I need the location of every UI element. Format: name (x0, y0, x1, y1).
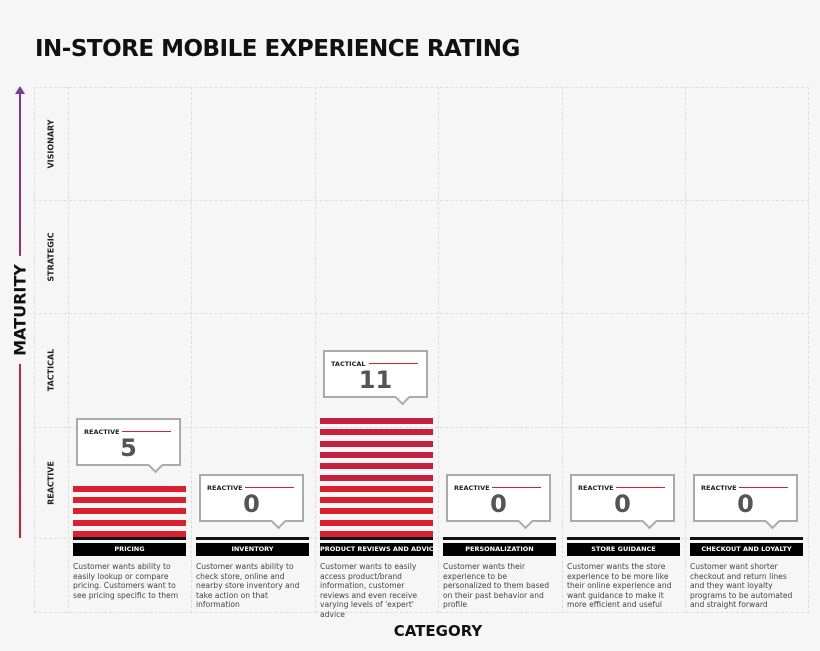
grid-line-vertical (191, 87, 192, 613)
bar-stripe (320, 463, 433, 470)
callout-rule (739, 487, 788, 488)
bar-stripe (320, 418, 433, 424)
grid-line-vertical (562, 87, 563, 613)
bar-stripe (73, 508, 186, 515)
value-callout: REACTIVE 0 (570, 474, 675, 522)
chart-title: IN-STORE MOBILE EXPERIENCE RATING (35, 36, 520, 62)
callout-level: REACTIVE (701, 484, 737, 492)
grid-line-vertical (68, 87, 69, 613)
callout-rule (369, 362, 418, 364)
bar-baseline (196, 537, 309, 540)
callout-value: 0 (243, 490, 260, 518)
category-description: Customer wants their experience to be pe… (443, 562, 550, 610)
value-callout: TACTICAL 11 (323, 349, 428, 398)
bar-stripe (320, 474, 433, 481)
level-label: VISIONARY (46, 118, 56, 169)
callout-value: 11 (358, 365, 393, 394)
category-description: Customer wants ability to check store, o… (196, 562, 300, 610)
callout-rule (616, 487, 665, 488)
bar-baseline (567, 537, 680, 540)
bar-stripe (320, 531, 433, 537)
bar-stripe (320, 508, 433, 515)
grid-line-horizontal (34, 200, 809, 201)
value-callout: REACTIVE 0 (199, 474, 304, 522)
bar-stripe (320, 497, 433, 504)
category-label: STORE GUIDANCE (567, 543, 680, 556)
value-callout: REACTIVE 5 (76, 417, 181, 466)
grid-line-horizontal (34, 313, 809, 314)
chart-grid (34, 87, 809, 613)
callout-level: REACTIVE (84, 427, 120, 436)
category-label: PERSONALIZATION (443, 543, 556, 556)
bar-stripe (73, 485, 186, 492)
callout-level: REACTIVE (578, 484, 614, 492)
bar-stripe (320, 519, 433, 526)
callout-level: TACTICAL (331, 359, 366, 368)
bar-stripe (320, 485, 433, 492)
arrow-up-icon (15, 86, 25, 94)
callout-level: REACTIVE (454, 484, 490, 492)
y-axis-label: MATURITY (10, 256, 30, 364)
category-label: PRICING (73, 543, 186, 556)
bar-baseline (320, 537, 433, 540)
callout-rule (122, 430, 171, 432)
bar-baseline (73, 537, 186, 540)
level-label: TACTICAL (46, 348, 56, 392)
level-label: STRATEGIC (46, 231, 56, 282)
callout-value: 0 (490, 490, 507, 518)
value-callout: REACTIVE 0 (693, 474, 798, 522)
category-description: Customer wants the store experience to b… (567, 562, 672, 610)
level-label: REACTIVE (46, 460, 56, 505)
callout-value: 0 (737, 490, 754, 518)
grid-line-vertical (315, 87, 316, 613)
category-description: Customer wants to easily access product/… (320, 562, 417, 619)
category-label: PRODUCT REVIEWS AND ADVICE (320, 543, 438, 556)
value-callout: REACTIVE 0 (446, 474, 551, 522)
callout-value: 0 (614, 490, 631, 518)
grid-line-horizontal (34, 427, 809, 428)
bar-stripe (73, 497, 186, 504)
category-label: INVENTORY (196, 543, 309, 556)
bar-stripe (73, 519, 186, 526)
category-description: Customer wants ability to easily lookup … (73, 562, 179, 600)
callout-rule (245, 487, 294, 488)
callout-rule (492, 487, 541, 488)
category-description: Customer want shorter checkout and retur… (690, 562, 793, 610)
bar-baseline (690, 537, 803, 540)
bar-stripe (320, 440, 433, 447)
grid-line-vertical (438, 87, 439, 613)
bar-stripe (320, 429, 433, 436)
callout-value: 5 (120, 433, 137, 462)
bar-baseline (443, 537, 556, 540)
grid-line-vertical (685, 87, 686, 613)
category-label: CHECKOUT AND LOYALTY (690, 543, 803, 556)
bar-stripe (320, 451, 433, 458)
bar-stripe (73, 531, 186, 537)
x-axis-label: CATEGORY (393, 622, 483, 640)
callout-level: REACTIVE (207, 484, 243, 492)
